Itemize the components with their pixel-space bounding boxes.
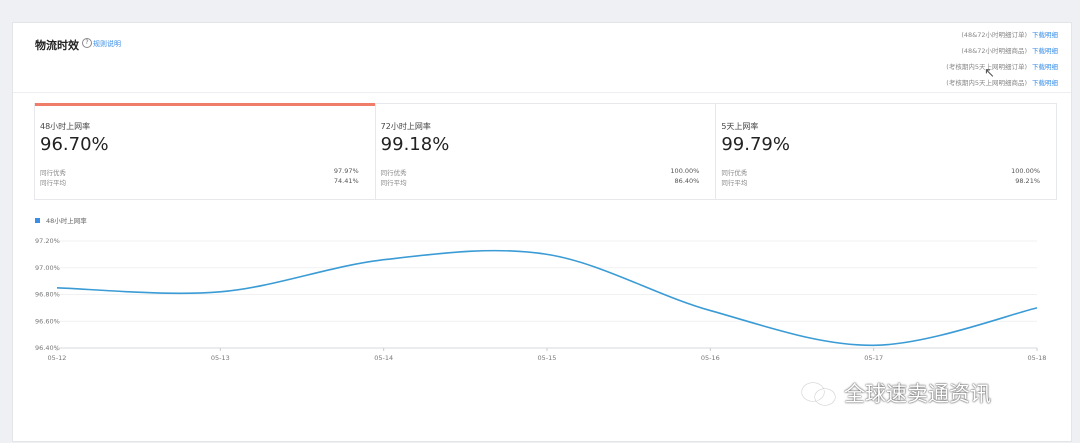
download-label: (48&72小时明细订单): [961, 31, 1027, 39]
metric-card-48h[interactable]: 48小时上网率 96.70% 同行优秀 97.97% 同行平均 74.41%: [35, 103, 376, 199]
download-label: (考核期内5天上网明细订单): [946, 63, 1027, 71]
peer-excellent-label: 同行优秀: [40, 169, 66, 177]
y-tick-label: 96.80%: [35, 291, 60, 299]
page-title: 物流时效: [35, 39, 79, 52]
header-divider: [13, 92, 1071, 93]
y-tick-label: 97.00%: [35, 264, 60, 272]
metric-value: 99.18%: [380, 134, 450, 155]
mouse-cursor-icon: ↖: [984, 66, 995, 81]
download-row: (考核期内5天上网明细商品) 下载明细: [888, 77, 1058, 93]
peer-average-value: 98.21%: [1015, 177, 1041, 185]
metric-value: 96.70%: [40, 134, 109, 155]
series-line: [56, 249, 1038, 347]
peer-excellent-value: 100.00%: [1011, 167, 1041, 175]
rule-description-link[interactable]: 规则说明: [93, 40, 121, 48]
help-icon[interactable]: ?: [82, 38, 92, 48]
x-tick-label: 05-12: [48, 354, 67, 362]
peer-excellent-value: 100.00%: [670, 167, 700, 175]
y-tick-label: 96.60%: [35, 317, 60, 325]
peer-excellent-row: 同行优秀 100.00%: [721, 167, 1040, 177]
metric-card-72h[interactable]: 72小时上网率 99.18% 同行优秀 100.00% 同行平均 86.40%: [376, 104, 717, 199]
metric-label: 48小时上网率: [40, 122, 91, 131]
download-label: (48&72小时明细商品): [961, 47, 1027, 55]
x-tick-label: 05-18: [1028, 354, 1047, 362]
metric-value: 99.79%: [721, 134, 790, 155]
peer-excellent-row: 同行优秀 97.97%: [40, 167, 359, 177]
watermark-text: 全球速卖通资讯: [844, 382, 991, 406]
y-tick-label: 97.20%: [35, 237, 60, 245]
download-list: (48&72小时明细订单) 下载明细 (48&72小时明细商品) 下载明细 (考核期…: [888, 29, 1058, 93]
x-tick-label: 05-16: [701, 354, 720, 362]
chart-legend[interactable]: 48小时上网率: [35, 215, 87, 225]
legend-label: 48小时上网率: [46, 217, 87, 225]
peer-excellent-row: 同行优秀 100.00%: [381, 167, 700, 177]
x-tick-label: 05-17: [864, 354, 883, 362]
metric-label: 72小时上网率: [380, 122, 431, 131]
download-row: (48&72小时明细订单) 下载明细: [888, 29, 1058, 45]
x-tick-label: 05-14: [374, 354, 393, 362]
peer-average-value: 74.41%: [333, 177, 359, 185]
peer-excellent-value: 97.97%: [333, 167, 359, 175]
download-link[interactable]: 下载明细: [1032, 79, 1058, 87]
peer-average-row: 同行平均 86.40%: [381, 177, 700, 187]
watermark: 全球速卖通资讯: [800, 378, 991, 408]
logistics-card: 物流时效 ? 规则说明 (48&72小时明细订单) 下载明细 (48&72小时明细…: [12, 22, 1072, 442]
peer-average-label: 同行平均: [721, 179, 748, 187]
metrics-row: 48小时上网率 96.70% 同行优秀 97.97% 同行平均 74.41% 72小…: [34, 103, 1057, 200]
metric-card-5d[interactable]: 5天上网率 99.79% 同行优秀 100.00% 同行平均 98.21%: [716, 104, 1056, 199]
line-chart: 97.20% 97.00% 96.80% 96.60% 96.40% 05-12 05-13…: [35, 237, 1047, 362]
metric-label: 5天上网率: [721, 122, 759, 131]
y-tick-label: 96.40%: [35, 344, 60, 352]
peer-excellent-label: 同行优秀: [721, 169, 748, 177]
download-label: (考核期内5天上网明细商品): [946, 79, 1027, 87]
x-tick-label: 05-15: [538, 354, 557, 362]
legend-swatch: [35, 217, 40, 223]
peer-average-row: 同行平均 74.41%: [40, 177, 359, 187]
peer-average-row: 同行平均 98.21%: [721, 177, 1040, 187]
download-link[interactable]: 下载明细: [1032, 63, 1058, 71]
download-link[interactable]: 下载明细: [1032, 47, 1058, 55]
x-tick-label: 05-13: [211, 354, 230, 362]
peer-average-label: 同行平均: [40, 179, 66, 187]
peer-average-label: 同行平均: [380, 179, 407, 187]
wechat-logo-icon: [800, 380, 838, 406]
peer-excellent-label: 同行优秀: [380, 169, 407, 177]
download-link[interactable]: 下载明细: [1032, 31, 1058, 39]
peer-average-value: 86.40%: [674, 177, 700, 185]
download-row: (48&72小时明细商品) 下载明细: [888, 45, 1058, 61]
download-row: (考核期内5天上网明细订单) 下载明细: [888, 61, 1058, 77]
